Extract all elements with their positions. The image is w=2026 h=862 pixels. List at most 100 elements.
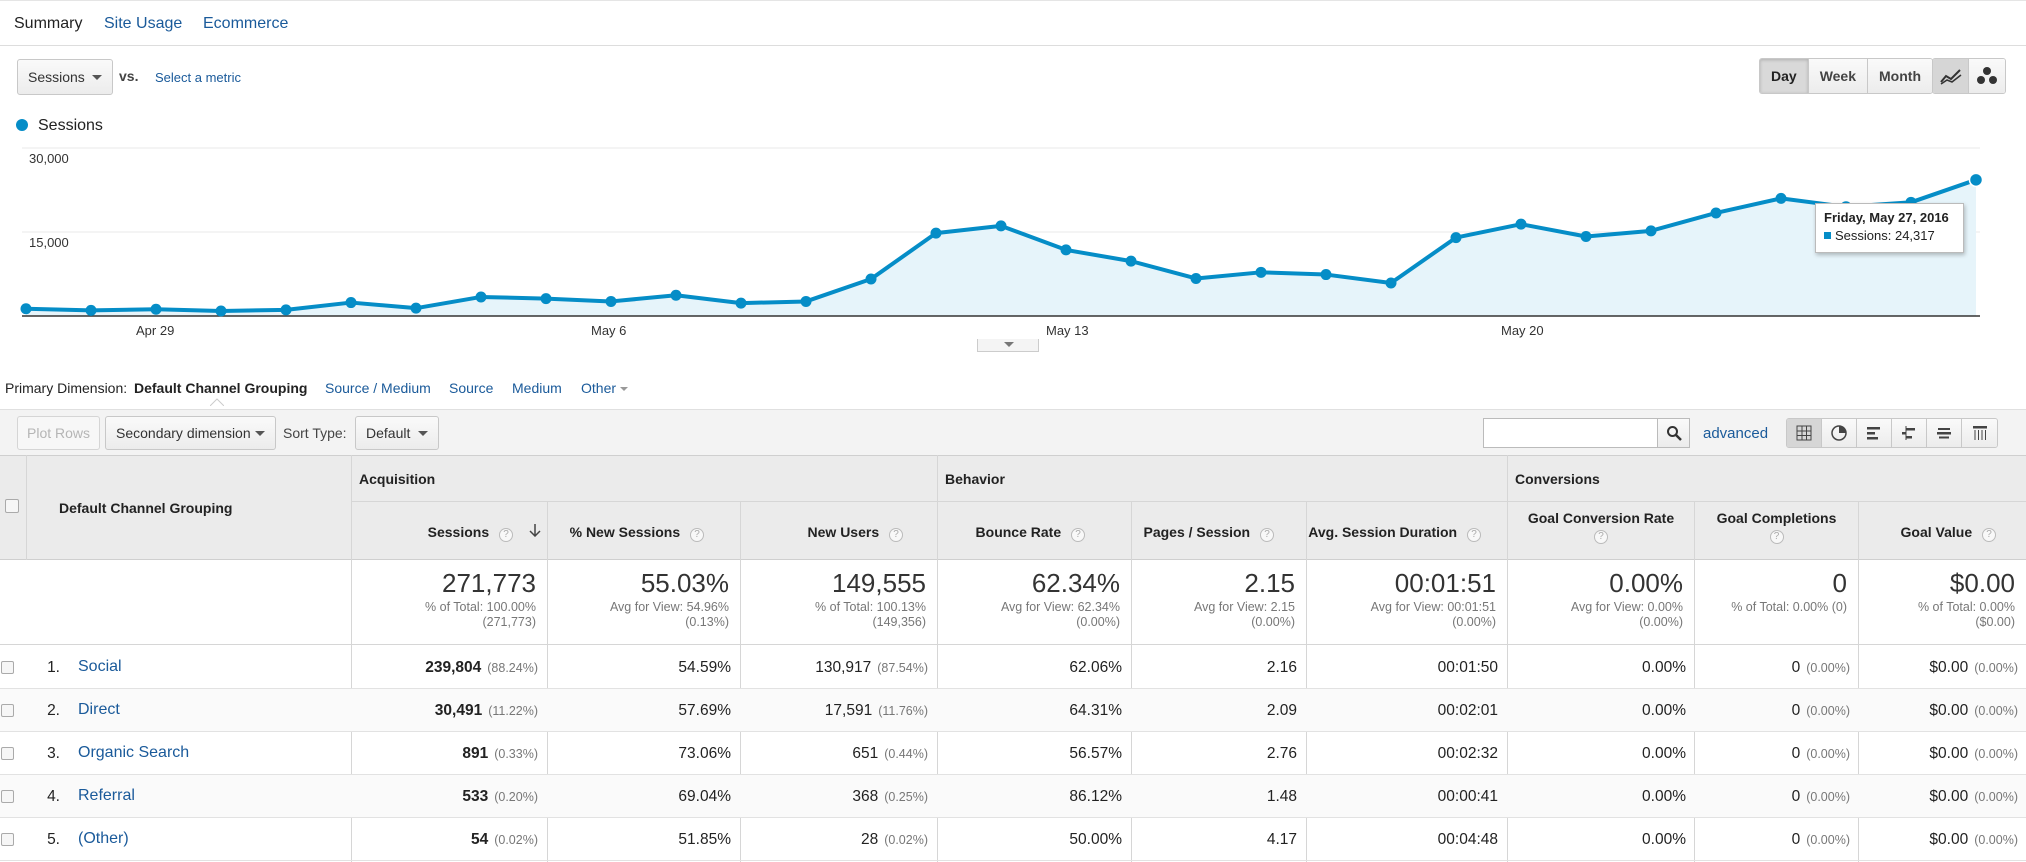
sort-type-select[interactable]: Default [355,416,439,450]
group-behavior: Behavior [945,471,1005,487]
period-week-button[interactable]: Week [1808,59,1869,93]
data-point [1580,230,1592,242]
cell-pages-session: 2.09 [1266,702,1297,719]
cell-sessions-value: 54 [470,831,489,848]
total-sessions-note2: (271,773) [482,615,536,629]
dimension-header[interactable]: Default Channel Grouping [59,500,233,516]
help-icon[interactable]: ? [1071,528,1085,542]
tab-ecommerce[interactable]: Ecommerce [203,15,289,32]
primary-dimension-medium[interactable]: Medium [512,380,562,396]
row-dimension-link[interactable]: Organic Search [78,744,190,761]
other-label: Other [581,380,617,396]
period-selector: Day Week Month [1759,58,1933,94]
help-icon[interactable]: ? [1260,528,1274,542]
plot-rows-button[interactable]: Plot Rows [17,416,101,450]
help-icon[interactable]: ? [499,528,513,542]
help-icon[interactable]: ? [1594,530,1608,544]
row-number: 4. [47,788,60,805]
period-day-button[interactable]: Day [1760,59,1809,93]
performance-view-icon[interactable] [1857,419,1892,447]
cell-new-users-value: 130,917 [815,659,872,676]
row-checkbox[interactable] [1,704,14,717]
cell-goal-completions: 0 (0.00%) [1695,788,1850,806]
pie-view-icon[interactable] [1822,419,1857,447]
primary-dimension-source[interactable]: Source [449,380,494,396]
cell-goal-value: $0.00 (0.00%) [1859,831,2018,849]
help-icon[interactable]: ? [690,528,704,542]
tab-summary[interactable]: Summary [14,15,83,32]
search-button[interactable] [1657,418,1690,448]
table-search-input[interactable] [1483,418,1658,448]
column-bounce-rate[interactable]: Bounce Rate ? [938,524,1131,542]
cell-goal-value: $0.00 (0.00%) [1859,659,2018,677]
table-view-icon[interactable] [1787,419,1822,447]
tooltip-swatch [1824,232,1831,239]
data-point [345,297,357,309]
column-sessions-label: Sessions [427,524,490,540]
cell-goal-conversion-rate: 0.00% [1642,745,1686,762]
help-icon[interactable]: ? [1769,530,1784,544]
row-dimension-link[interactable]: Referral [78,787,135,804]
help-icon[interactable]: ? [1467,528,1481,542]
column-pages-session[interactable]: Pages / Session ? [1132,524,1306,542]
column-goal-completions[interactable]: Goal Completions ? [1695,510,1858,544]
cell-goal-conversion-rate: 0.00% [1642,831,1686,848]
cell-goal-value-percent: (0.00%) [1974,661,2018,675]
total-avg-session-duration-note2: (0.00%) [1452,615,1496,629]
table-header [0,455,2026,560]
chart-collapse-toggle[interactable] [977,339,1039,352]
column-new-users[interactable]: New Users ? [741,524,937,542]
primary-dimension-source-medium[interactable]: Source / Medium [325,380,431,396]
secondary-dimension-select[interactable]: Secondary dimension [105,416,276,450]
column-avg-session-duration[interactable]: Avg. Session Duration ? [1307,524,1507,542]
data-point [215,305,227,317]
total-new-sessions-note2: (0.13%) [685,615,729,629]
total-goal-conversion-rate-note: Avg for View: 0.00% [1570,600,1683,614]
data-point [670,289,682,301]
sessions-area [26,179,1976,316]
help-icon[interactable]: ? [889,528,903,542]
row-dimension-link[interactable]: Direct [78,701,120,718]
help-icon[interactable]: ? [1982,528,1996,542]
secondary-dimension-label: Secondary dimension [116,425,251,441]
data-point [1255,266,1267,278]
select-metric-link[interactable]: Select a metric [155,70,241,85]
data-point [85,304,97,316]
row-checkbox[interactable] [1,833,14,846]
tooltip-date: Friday, May 27, 2016 [1824,210,1949,225]
cell-sessions-value: 891 [462,745,489,762]
period-month-button[interactable]: Month [1868,59,1932,93]
cell-goal-completions-percent: (0.00%) [1806,747,1850,761]
cell-pages-session: 1.48 [1266,788,1297,805]
cell-new-sessions: 54.59% [678,659,731,676]
divider [547,501,548,862]
row-checkbox[interactable] [1,790,14,803]
column-goal-value[interactable]: Goal Value ? [1859,524,2026,542]
total-pages-session: 2.15 [1244,568,1295,598]
total-bounce-rate-note2: (0.00%) [1076,615,1120,629]
tab-site-usage[interactable]: Site Usage [104,15,183,32]
column-sessions[interactable]: Sessions ? [352,524,547,542]
primary-dimension-label: Primary Dimension: [5,380,128,396]
primary-dimension-other[interactable]: Other [581,380,629,396]
metric-select[interactable]: Sessions [17,59,113,95]
data-point [1450,232,1462,244]
term-cloud-icon[interactable] [1927,419,1962,447]
motion-chart-icon[interactable] [1969,59,2005,93]
row-checkbox[interactable] [1,747,14,760]
select-all-checkbox[interactable] [5,499,19,513]
advanced-filter-link[interactable]: advanced [1703,425,1769,442]
row-dimension-link[interactable]: (Other) [78,830,129,847]
line-chart-icon[interactable] [1933,59,1969,93]
data-point [1515,218,1527,230]
x-tick-label: May 20 [1501,323,1544,338]
row-dimension-link[interactable]: Social [78,658,122,675]
comparison-view-icon[interactable] [1892,419,1927,447]
data-point [540,293,552,305]
pivot-view-icon[interactable] [1962,419,1997,447]
column-goal-completions-label: Goal Completions [1716,510,1837,526]
column-goal-conversion-rate[interactable]: Goal Conversion Rate ? [1508,510,1694,544]
total-goal-conversion-rate-note2: (0.00%) [1639,615,1683,629]
column-new-sessions[interactable]: % New Sessions ? [548,524,740,542]
row-checkbox[interactable] [1,661,14,674]
